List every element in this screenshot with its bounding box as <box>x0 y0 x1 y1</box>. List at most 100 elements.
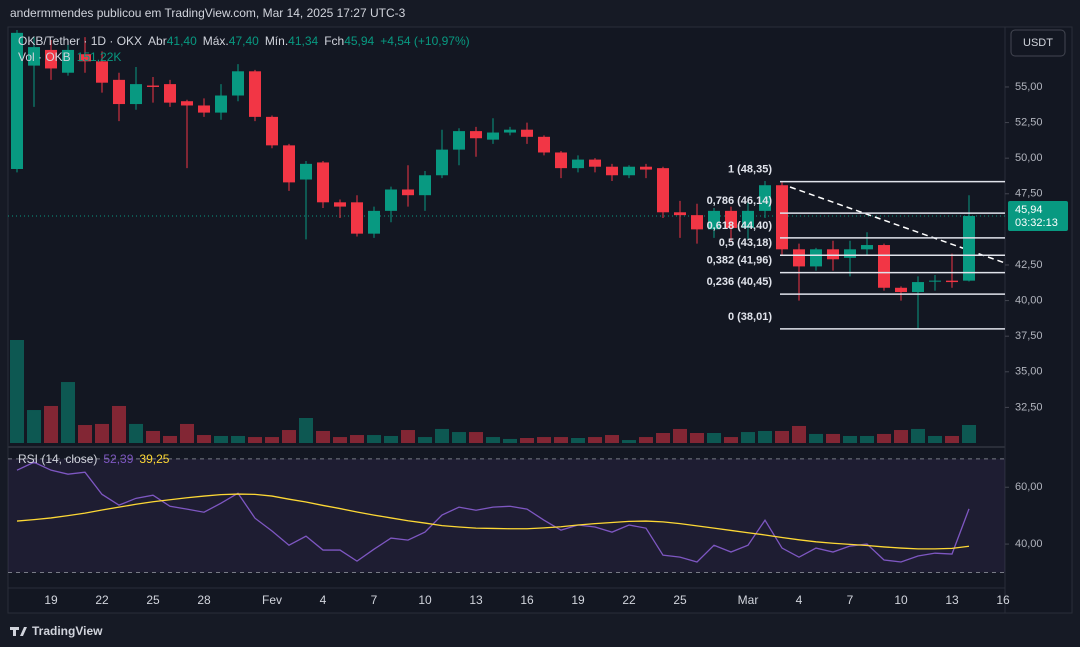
x-tick-label: 10 <box>894 593 908 607</box>
volume-bar <box>248 437 262 443</box>
currency-button[interactable] <box>1010 29 1066 57</box>
volume-bar <box>214 435 228 443</box>
volume-bar <box>452 432 466 443</box>
candle-body <box>538 136 550 153</box>
volume-bar <box>367 435 381 443</box>
volume-title: Vol · OKB <box>18 50 71 64</box>
ohlc-value: 41,40 <box>167 34 197 48</box>
candle-body <box>28 47 40 66</box>
candle-body <box>147 85 159 87</box>
ohlc-name: Máx. <box>203 34 229 48</box>
ohlc-value: 41,34 <box>288 34 318 48</box>
candle-body <box>623 166 635 176</box>
fib-label: 0,5 (43,18) <box>719 237 773 249</box>
volume-bar <box>877 433 891 443</box>
y-tick-label: 42,50 <box>1015 259 1043 271</box>
ohlc-value: 45,94 <box>344 34 374 48</box>
y-tick-label: 35,00 <box>1015 366 1043 378</box>
candle-body <box>793 249 805 267</box>
volume-bar <box>44 405 58 443</box>
volume-bar <box>435 428 449 443</box>
x-tick-label: 7 <box>847 593 854 607</box>
fib-label: 0,786 (46,14) <box>707 195 773 207</box>
candle-body <box>657 168 669 213</box>
y-tick-label: 50,00 <box>1015 152 1043 164</box>
volume-bar <box>503 438 517 443</box>
symbol: OKB/Tether · 1D · OKX <box>18 34 142 48</box>
volume-bar <box>486 437 500 443</box>
volume-bar <box>520 437 534 443</box>
candle-body <box>929 280 941 282</box>
fib-label: 0,618 (44,40) <box>707 220 773 232</box>
volume-bar <box>945 435 959 443</box>
countdown: 03:32:13 <box>1015 217 1058 229</box>
volume-bar <box>792 425 806 443</box>
volume-bar <box>333 437 347 443</box>
candle-body <box>453 131 465 150</box>
volume-bar <box>316 430 330 443</box>
symbol-legend: OKB/Tether · 1D · OKX Abr41,40 Máx.47,40 Mí… <box>18 34 470 48</box>
volume-bar <box>10 340 24 443</box>
volume-bar <box>690 432 704 443</box>
candle-body <box>742 210 754 228</box>
rsi-band <box>8 458 1005 573</box>
volume-bar <box>911 428 925 443</box>
volume-bar <box>265 437 279 443</box>
volume-bar <box>741 432 755 443</box>
x-tick-label: Fev <box>262 593 282 607</box>
volume-bar <box>843 435 857 443</box>
x-tick-label: 19 <box>571 593 585 607</box>
candle-body <box>504 129 516 133</box>
volume-bar <box>928 435 942 443</box>
candle-body <box>521 129 533 137</box>
x-tick-label: 16 <box>520 593 534 607</box>
volume-bar <box>231 435 245 443</box>
currency-label[interactable]: USDT <box>1023 37 1053 49</box>
attribution: andermmendes publicou em TradingView.com… <box>10 6 406 20</box>
x-tick-label: 13 <box>469 593 483 607</box>
candle-body <box>351 202 363 234</box>
x-tick-label: 13 <box>945 593 959 607</box>
candle-body <box>589 159 601 167</box>
candle-body <box>861 245 873 250</box>
volume-bar <box>724 437 738 443</box>
rsi-line <box>16 461 970 563</box>
candle-body <box>946 280 958 283</box>
x-tick-label: 7 <box>371 593 378 607</box>
candle-body <box>402 189 414 196</box>
candle-body <box>776 185 788 250</box>
candle-body <box>385 189 397 211</box>
volume-bar <box>350 435 364 443</box>
volume-bar <box>639 437 653 443</box>
volume-bar <box>656 432 670 443</box>
rsi-legend-value: 39,25 <box>139 452 169 466</box>
y-tick-label: 32,50 <box>1015 401 1043 413</box>
candle-body <box>691 215 703 230</box>
volume-bar <box>418 437 432 443</box>
volume-bar <box>707 432 721 443</box>
volume-bar <box>809 433 823 443</box>
y-tick-label: 47,50 <box>1015 188 1043 200</box>
volume-legend: Vol · OKB 151,22K <box>18 50 121 64</box>
candle-body <box>419 175 431 196</box>
rsi-legend-value: 52,39 <box>103 452 133 466</box>
volume-bar <box>180 423 194 443</box>
candle-body <box>436 149 448 176</box>
last-price-label: 45,94 <box>1015 204 1043 216</box>
volume-bar <box>673 428 687 443</box>
volume-bar <box>112 405 126 443</box>
candle-body <box>844 249 856 258</box>
x-tick-label: 4 <box>796 593 803 607</box>
fib-label: 0,382 (41,96) <box>707 255 773 267</box>
x-tick-label: 25 <box>146 593 160 607</box>
ohlc-name: Abr <box>148 34 167 48</box>
volume-bar <box>384 435 398 443</box>
candle-body <box>878 245 890 288</box>
volume-bar <box>537 437 551 443</box>
volume-bar <box>197 435 211 443</box>
last-price-tag <box>1008 200 1068 231</box>
candle-body <box>334 202 346 207</box>
candle-body <box>725 210 737 228</box>
candle-body <box>487 132 499 140</box>
candle-body <box>606 166 618 176</box>
